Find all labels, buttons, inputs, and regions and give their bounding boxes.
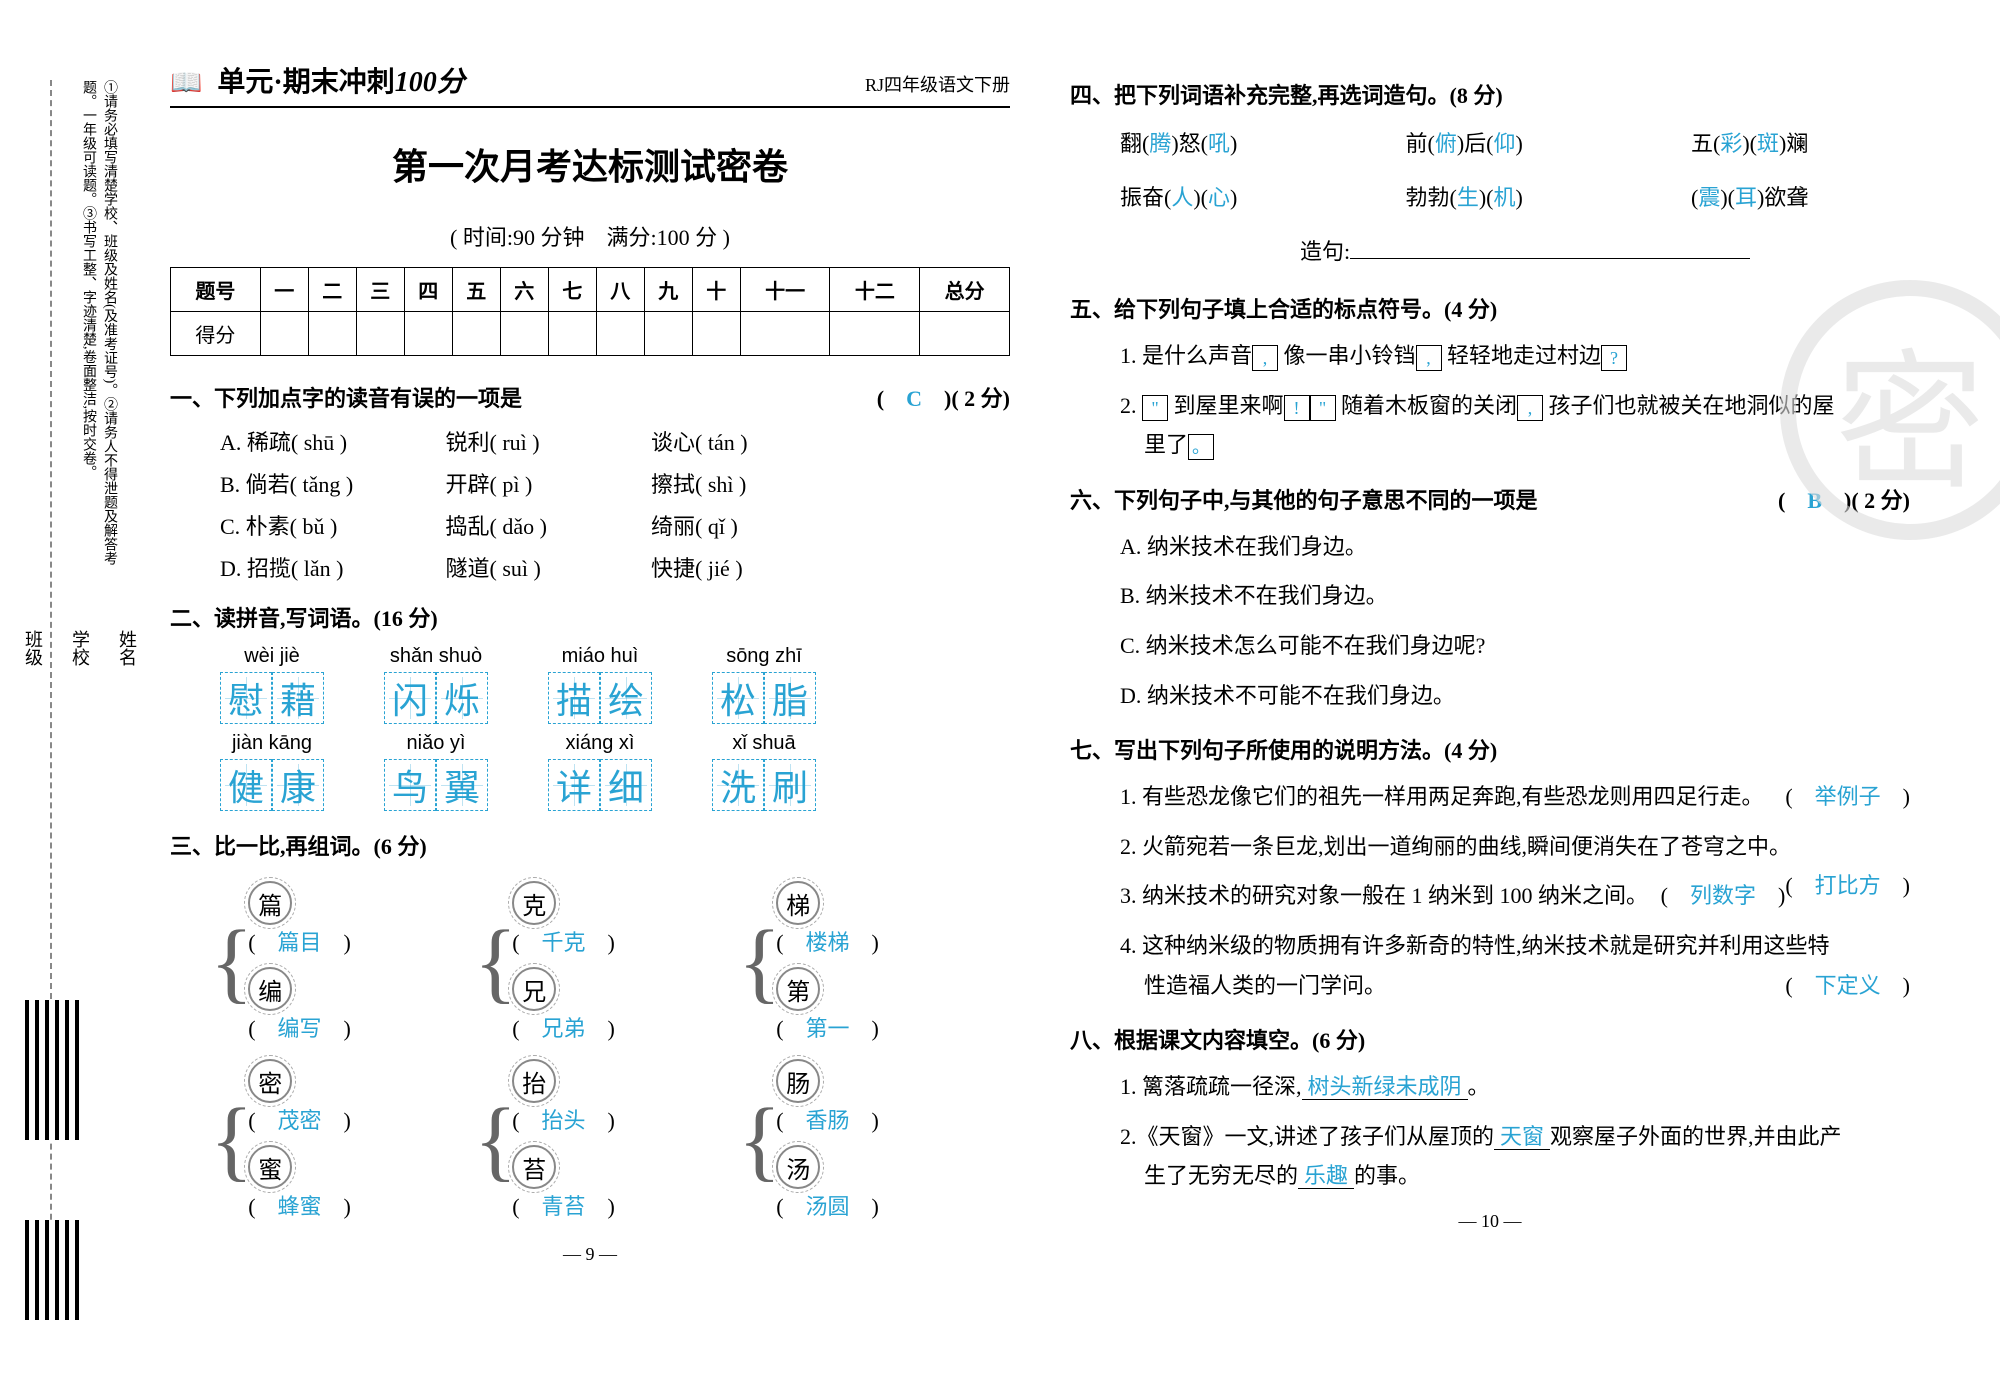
q7-s3: 3. 纳米技术的研究对象一般在 1 纳米到 100 纳米之间。 ( 列数字 ) (1070, 876, 1910, 916)
book-icon: 📖 (170, 68, 202, 98)
q6-title: 六、下列句子中,与其他的句子意思不同的一项是 ( B )( 2 分) (1070, 483, 1910, 515)
q4-title: 四、把下列词语补充完整,再选词造句。(8 分) (1070, 78, 1910, 110)
page-left: 📖 单元·期末冲刺100分 RJ四年级语文下册 第一次月考达标测试密卷 ( 时间… (140, 60, 1040, 1265)
q8-s1: 1. 篱落疏疏一径深,树头新绿未成阴。 (1070, 1067, 1910, 1107)
q6-c: C. 纳米技术怎么可能不在我们身边呢? (1070, 626, 1910, 666)
q6-b: B. 纳米技术不在我们身边。 (1070, 576, 1910, 616)
q4-row1: 翻(腾)怒(吼) 前(俯)后(仰) 五(彩)(斑)斓 (1070, 122, 1910, 166)
score-table: 题号一二 三四五 六七八 九十十一 十二总分 得分 (170, 267, 1010, 356)
q2-row2: jiàn kāng健康 niǎo yì鸟翼 xiáng xì详细 xǐ shuā… (170, 732, 1010, 811)
q4-sentence: 造句: (1070, 230, 1910, 274)
series-title: 📖 单元·期末冲刺100分 (170, 60, 465, 100)
q1-option-a: A. 稀疏( shū ) 锐利( ruì ) 谈心( tán ) (170, 425, 1010, 457)
q8-s2: 2.《天窗》一文,讲述了孩子们从屋顶的天窗观察屋子外面的世界,并由此产 生了无穷… (1070, 1117, 1910, 1196)
q7-title: 七、写出下列句子所使用的说明方法。(4 分) (1070, 733, 1910, 765)
q7-s4: 4. 这种纳米级的物质拥有许多新奇的特性,纳米技术就是研究并利用这些特 性造福人… (1070, 926, 1910, 1005)
q5-title: 五、给下列句子填上合适的标点符号。(4 分) (1070, 292, 1910, 324)
q6-a: A. 纳米技术在我们身边。 (1070, 527, 1910, 567)
q4-row2: 振奋(人)(心) 勃勃(生)(机) (震)(耳)欲聋 (1070, 176, 1910, 220)
page-number-left: — 9 — (170, 1244, 1010, 1265)
page-right: 四、把下列词语补充完整,再选词造句。(8 分) 翻(腾)怒(吼) 前(俯)后(仰… (1040, 60, 1940, 1265)
book-edition: RJ四年级语文下册 (865, 71, 1010, 97)
q1-option-d: D. 招揽( lǎn ) 隧道( suì ) 快捷( jié ) (170, 551, 1010, 583)
exam-title: 第一次月考达标测试密卷 (170, 138, 1010, 190)
q2-title: 二、读拼音,写词语。(16 分) (170, 601, 1010, 633)
q6-d: D. 纳米技术不可能不在我们身边。 (1070, 676, 1910, 716)
q1-option-b: B. 倘若( tǎng ) 开辟( pì ) 擦拭( shì ) (170, 467, 1010, 499)
q8-title: 八、根据课文内容填空。(6 分) (1070, 1023, 1910, 1055)
q3-grid: {篇( 篇目 )编( 编写 ) {克( 千克 )兄( 兄弟 ) {梯( 楼梯 )… (170, 873, 1010, 1229)
q3-title: 三、比一比,再组词。(6 分) (170, 829, 1010, 861)
page-number-right: — 10 — (1070, 1211, 1910, 1232)
q5-s1: 1. 是什么声音, 像一串小铃铛, 轻轻地走过村边? (1070, 336, 1910, 376)
q2-row1: wèi jiè慰藉 shǎn shuò闪烁 miáo huì描绘 sōng zh… (170, 645, 1010, 724)
q1-title: 一、下列加点字的读音有误的一项是 ( C )( 2 分) (170, 381, 1010, 413)
page-header: 📖 单元·期末冲刺100分 RJ四年级语文下册 (170, 60, 1010, 108)
q7-s2: 2. 火箭宛若一条巨龙,划出一道绚丽的曲线,瞬间便消失在了苍穹之中。 ( 打比方… (1070, 827, 1910, 867)
time-score: ( 时间:90 分钟 满分:100 分 ) (170, 220, 1010, 252)
q1-option-c: C. 朴素( bǔ ) 捣乱( dǎo ) 绮丽( qǐ ) (170, 509, 1010, 541)
q7-s1: 1. 有些恐龙像它们的祖先一样用两足奔跑,有些恐龙则用四足行走。 ( 举例子 ) (1070, 777, 1910, 817)
